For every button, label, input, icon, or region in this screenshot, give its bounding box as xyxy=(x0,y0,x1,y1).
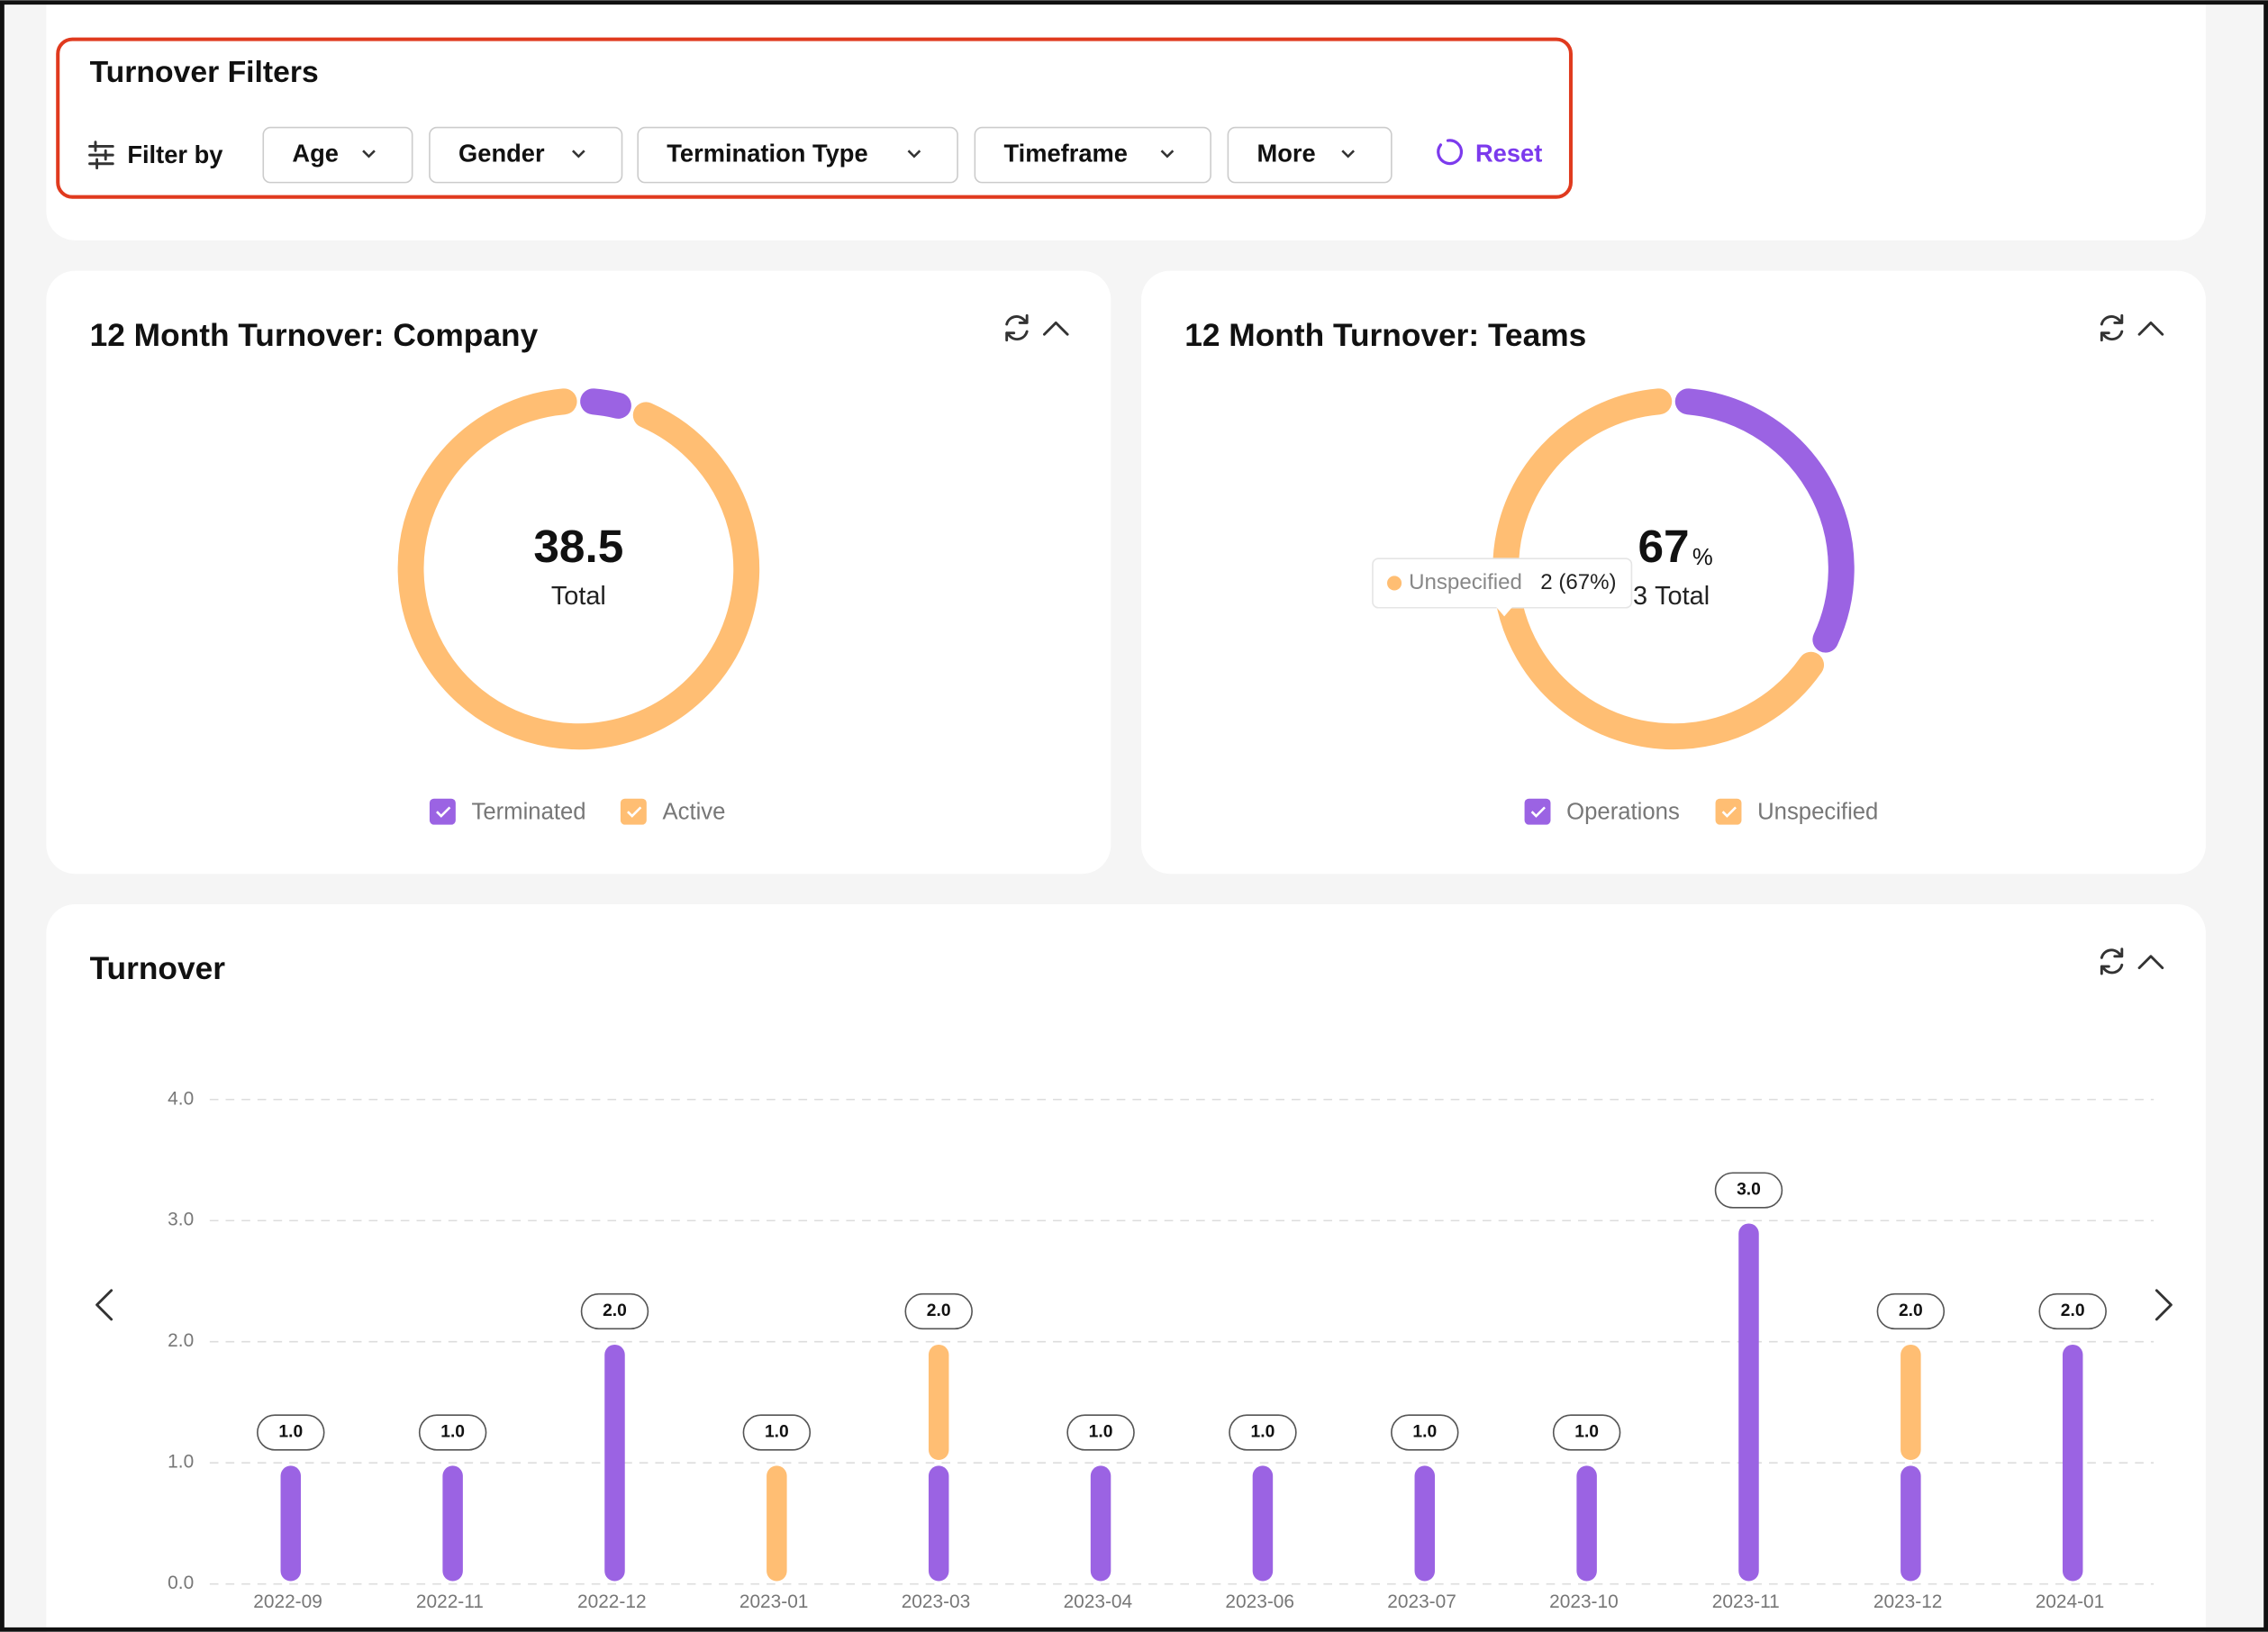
legend-label[interactable]: Active xyxy=(662,800,725,825)
legend-label[interactable]: Terminated xyxy=(472,800,586,825)
teams-card xyxy=(1141,271,2206,875)
tooltip-name: Unspecified xyxy=(1409,570,1522,594)
filter-button-label[interactable]: Age xyxy=(292,139,339,167)
legend-checkbox[interactable] xyxy=(1716,799,1742,825)
filter-icon xyxy=(90,142,113,168)
x-tick-label: 2023-10 xyxy=(1549,1591,1619,1612)
x-tick-label: 2023-04 xyxy=(1064,1591,1133,1612)
center-total: 3 xyxy=(1633,582,1647,611)
donut-segment xyxy=(594,402,619,406)
x-tick-label: 2023-03 xyxy=(902,1591,971,1612)
center-value: 67 xyxy=(1637,520,1689,572)
total-label: 3.0 xyxy=(1737,1181,1761,1200)
x-tick-label: 2023-07 xyxy=(1387,1591,1456,1612)
bar-segment xyxy=(442,1465,462,1581)
total-label: 2.0 xyxy=(1899,1301,1923,1320)
total-label: 1.0 xyxy=(1251,1423,1275,1442)
chart-title: 12 Month Turnover: Company xyxy=(90,318,539,353)
reset-button[interactable]: Reset xyxy=(1475,139,1542,167)
x-tick-label: 2023-06 xyxy=(1225,1591,1294,1612)
tooltip-value: 2 (67%) xyxy=(1540,570,1616,594)
chart-title: 12 Month Turnover: Teams xyxy=(1184,318,1586,353)
bar-segment xyxy=(1901,1465,1920,1581)
legend-checkbox[interactable] xyxy=(1525,799,1551,825)
bar-segment xyxy=(929,1465,948,1581)
bar-segment xyxy=(604,1345,624,1582)
filter-button-label[interactable]: Termination Type xyxy=(667,139,867,167)
y-tick-label: 2.0 xyxy=(168,1330,194,1351)
filter-button-label[interactable]: Gender xyxy=(458,139,545,167)
filter-card xyxy=(46,0,2206,240)
x-tick-label: 2022-09 xyxy=(253,1591,322,1612)
x-tick-label: 2023-01 xyxy=(739,1591,809,1612)
total-label: 1.0 xyxy=(1412,1423,1437,1442)
total-label: 1.0 xyxy=(765,1423,789,1442)
chart-title: Turnover xyxy=(90,951,226,986)
filter-by-label: Filter by xyxy=(127,141,223,168)
legend-label[interactable]: Unspecified xyxy=(1757,800,1878,825)
filter-button-label[interactable]: More xyxy=(1256,139,1315,167)
total-label: 2.0 xyxy=(2061,1301,2085,1320)
bar-segment xyxy=(1091,1465,1111,1581)
bar-segment xyxy=(1415,1465,1435,1581)
bar-segment xyxy=(1253,1465,1273,1581)
bar-segment xyxy=(1738,1223,1758,1581)
bar-segment xyxy=(1901,1345,1920,1460)
y-tick-label: 1.0 xyxy=(168,1452,194,1473)
bar-segment xyxy=(767,1465,786,1581)
filter-button-label[interactable]: Timeframe xyxy=(1003,139,1128,167)
legend-checkbox[interactable] xyxy=(430,799,456,825)
filter-title: Turnover Filters xyxy=(90,55,319,89)
total-label: 2.0 xyxy=(927,1301,951,1320)
bar-segment xyxy=(2063,1345,2082,1582)
total-label: 2.0 xyxy=(603,1301,627,1320)
y-tick-label: 0.0 xyxy=(168,1573,194,1593)
total-label: 1.0 xyxy=(1089,1423,1113,1442)
y-tick-label: 3.0 xyxy=(168,1210,194,1230)
y-tick-label: 4.0 xyxy=(168,1088,194,1109)
center-unit: % xyxy=(1692,545,1713,570)
center-label: Total xyxy=(551,582,606,611)
total-label: 1.0 xyxy=(278,1423,303,1442)
center-label: Total xyxy=(1655,582,1710,611)
legend-checkbox[interactable] xyxy=(621,799,647,825)
x-tick-label: 2023-12 xyxy=(1873,1591,1943,1612)
bar-segment xyxy=(281,1465,301,1581)
total-label: 1.0 xyxy=(1574,1423,1599,1442)
total-label: 1.0 xyxy=(440,1423,465,1442)
x-tick-label: 2022-11 xyxy=(416,1591,484,1612)
tooltip-dot xyxy=(1387,576,1402,590)
bar-segment xyxy=(1576,1465,1596,1581)
bar-segment xyxy=(929,1345,948,1460)
center-value: 38.5 xyxy=(533,520,623,572)
x-tick-label: 2024-01 xyxy=(2036,1591,2105,1612)
x-tick-label: 2022-12 xyxy=(577,1591,647,1612)
legend-label[interactable]: Operations xyxy=(1566,800,1680,825)
turnover-card xyxy=(46,904,2206,1632)
company-card xyxy=(46,271,1111,875)
x-tick-label: 2023-11 xyxy=(1712,1591,1780,1612)
